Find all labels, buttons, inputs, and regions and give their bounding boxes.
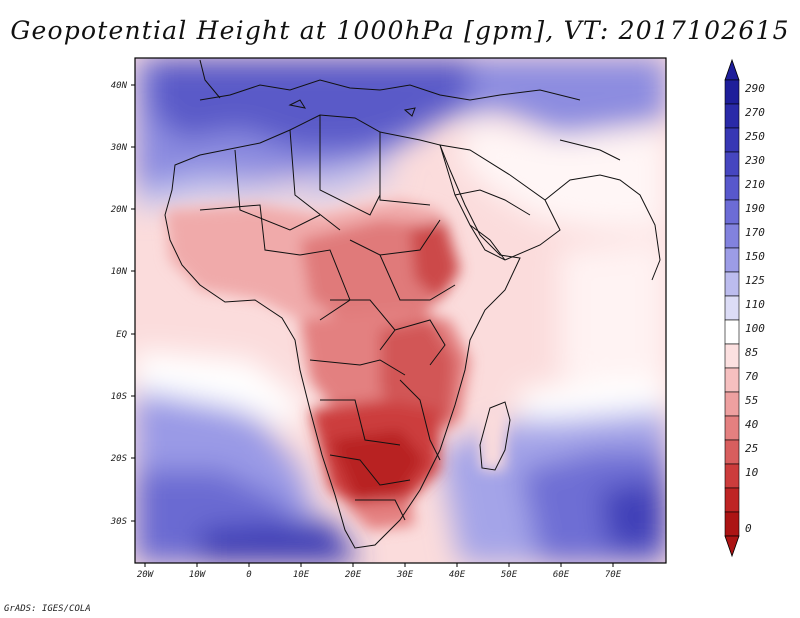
colorbar-segment <box>724 415 740 441</box>
axis-ticks <box>131 84 614 567</box>
lat-label: EQ <box>116 330 127 340</box>
lat-label: 10N <box>111 267 128 277</box>
colorbar-label: 110 <box>745 298 765 311</box>
lon-label: 0 <box>246 570 251 580</box>
colorbar-segment <box>724 319 740 345</box>
colorbar: 290 270 250 230 210 190 170 150 125 110 … <box>724 58 765 558</box>
map-frame <box>134 57 667 564</box>
colorbar-label: 10 <box>745 466 759 479</box>
colorbar-segment <box>724 367 740 393</box>
colorbar-label: 190 <box>745 202 765 215</box>
lat-label: 20S <box>111 454 128 464</box>
colorbar-segment <box>724 103 740 129</box>
map-title: Geopotential Height at 1000hPa [gpm], VT… <box>10 16 790 45</box>
credit-text: GrADS: IGES/COLA <box>4 604 91 614</box>
colorbar-segment <box>724 79 740 105</box>
colorbar-bottom-arrow <box>724 535 740 558</box>
colorbar-segment <box>724 463 740 489</box>
colorbar-segment <box>724 343 740 369</box>
colorbar-label: 85 <box>745 346 758 359</box>
colorbar-label: 170 <box>745 226 765 239</box>
colorbar-label: 290 <box>745 82 765 95</box>
colorbar-segment <box>724 175 740 201</box>
colorbar-label: 70 <box>745 370 759 383</box>
colorbar-label: 0 <box>745 522 752 535</box>
colorbar-segment <box>724 391 740 417</box>
field-shading <box>135 58 666 563</box>
colorbar-segment <box>724 127 740 153</box>
colorbar-label: 210 <box>745 178 765 191</box>
lon-label: 20E <box>345 570 362 580</box>
colorbar-segment <box>724 511 740 537</box>
colorbar-label: 100 <box>745 322 765 335</box>
lat-label: 10S <box>111 392 128 402</box>
coastline-borders <box>164 59 661 549</box>
colorbar-label: 40 <box>745 418 759 431</box>
lon-label: 70E <box>605 570 622 580</box>
colorbar-label: 270 <box>745 106 765 119</box>
colorbar-label: 25 <box>745 442 758 455</box>
colorbar-top-arrow <box>724 58 740 81</box>
lon-label: 60E <box>553 570 570 580</box>
lat-labels: 40N 30N 20N 10N EQ 10S 20S 30S <box>110 81 128 527</box>
lon-label: 10E <box>293 570 310 580</box>
lat-label: 30S <box>110 517 128 527</box>
colorbar-segment <box>724 151 740 177</box>
lon-labels: 20W 10W 0 10E 20E 30E 40E 50E 60E 70E <box>137 570 622 580</box>
colorbar-label: 55 <box>745 394 758 407</box>
colorbar-segment <box>724 199 740 225</box>
lon-label: 20W <box>137 570 155 580</box>
colorbar-segment <box>724 487 740 513</box>
lat-label: 40N <box>111 81 128 91</box>
colorbar-segment <box>724 247 740 273</box>
lat-label: 30N <box>110 143 128 153</box>
colorbar-segment <box>724 223 740 249</box>
colorbar-segment <box>724 271 740 297</box>
colorbar-label: 250 <box>745 130 765 143</box>
colorbar-label: 150 <box>745 250 765 263</box>
lat-label: 20N <box>111 205 128 215</box>
lon-label: 50E <box>501 570 518 580</box>
colorbar-label: 125 <box>745 274 765 287</box>
lon-label: 40E <box>449 570 466 580</box>
lon-label: 30E <box>396 570 414 580</box>
lon-label: 10W <box>189 570 207 580</box>
colorbar-segment <box>724 439 740 465</box>
colorbar-segment <box>724 295 740 321</box>
colorbar-label: 230 <box>745 154 765 167</box>
